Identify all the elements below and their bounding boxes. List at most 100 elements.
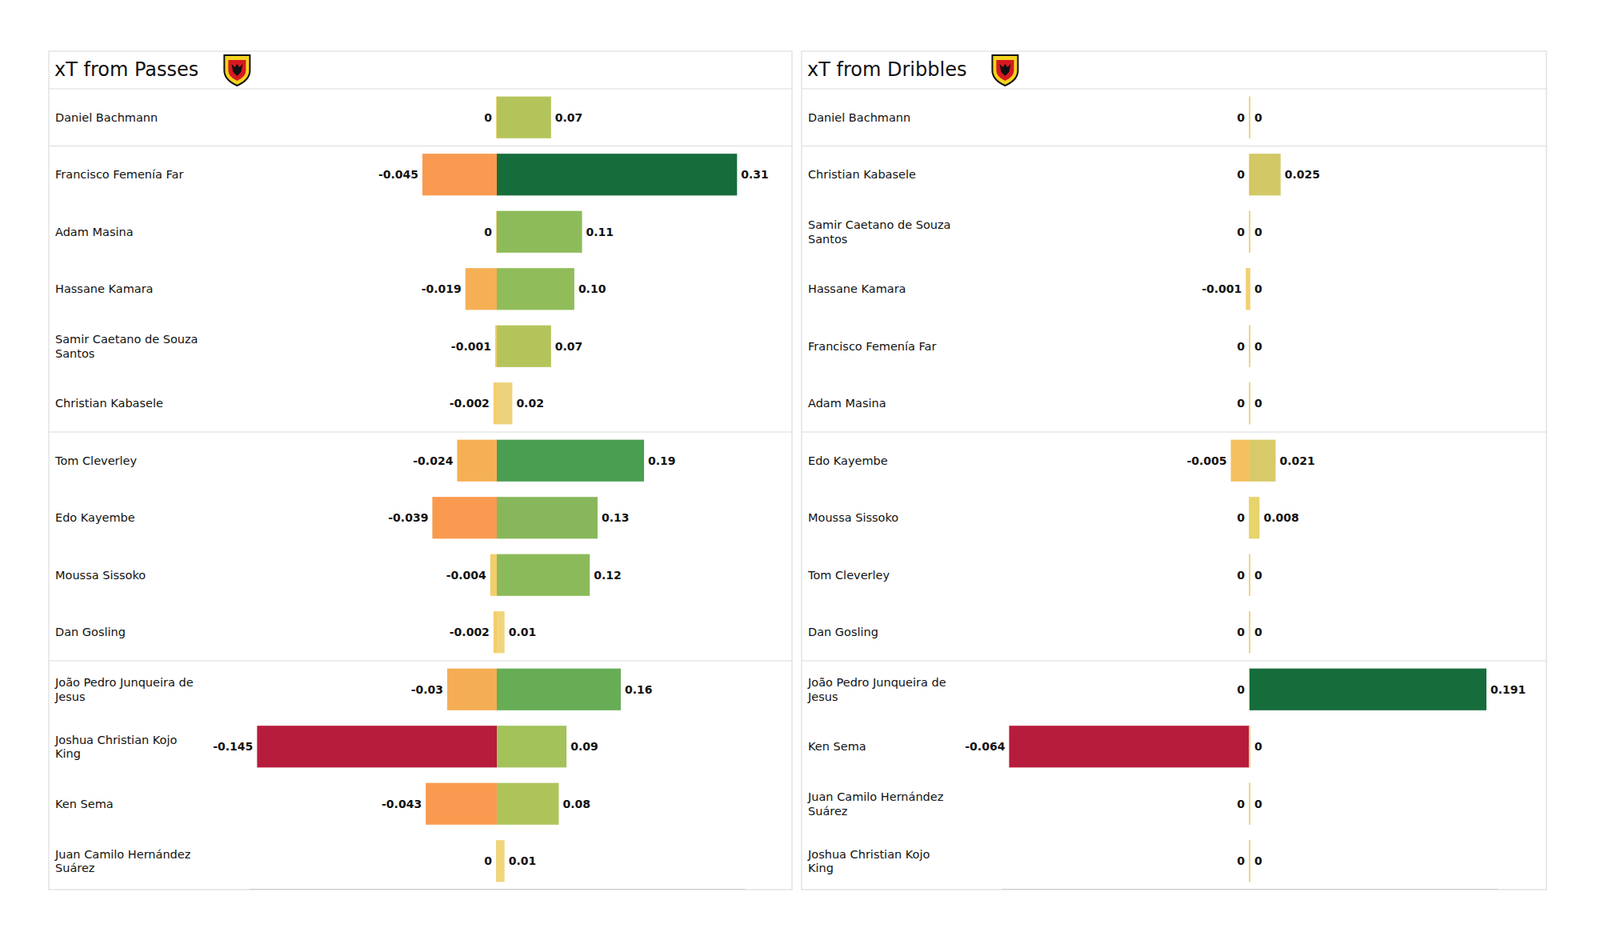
data-labels: 0-0.0450-0.019-0.001-0.002-0.024-0.039-0… bbox=[212, 111, 769, 868]
category-label: Moussa Sissoko bbox=[55, 568, 146, 582]
bar bbox=[496, 496, 598, 539]
data-label: 0 bbox=[1236, 168, 1245, 181]
bar bbox=[496, 611, 505, 653]
bar bbox=[1248, 96, 1251, 139]
data-label: 0.07 bbox=[555, 111, 584, 124]
bar bbox=[1245, 268, 1250, 310]
bar bbox=[422, 153, 497, 196]
bar bbox=[1249, 496, 1260, 539]
panel: xT from Passes0-0.0450-0.019-0.001-0.002… bbox=[48, 51, 792, 890]
category-label-line: Francisco Femenía Far bbox=[55, 168, 184, 181]
header-rule bbox=[801, 88, 1547, 89]
bar bbox=[496, 153, 737, 196]
data-label: 0 bbox=[484, 854, 492, 868]
category-label: Samir Caetano de SouzaSantos bbox=[808, 218, 951, 246]
category-label-line: Dan Gosling bbox=[808, 625, 879, 639]
data-label: 0 bbox=[1236, 340, 1245, 353]
category-label: Dan Gosling bbox=[808, 625, 879, 639]
category-label: Ken Sema bbox=[808, 740, 867, 753]
data-label: -0.064 bbox=[964, 740, 1005, 753]
group-separator bbox=[801, 660, 1547, 661]
x-axis-line bbox=[1002, 888, 1499, 890]
bars bbox=[256, 96, 737, 883]
bar bbox=[1248, 554, 1251, 596]
data-label: 0.09 bbox=[570, 740, 599, 753]
bar bbox=[496, 725, 567, 768]
logo-shield bbox=[992, 55, 1018, 86]
data-label: 0.025 bbox=[1284, 168, 1320, 181]
bar bbox=[447, 668, 497, 711]
data-label: 0 bbox=[1254, 740, 1263, 753]
category-label: Francisco Femenía Far bbox=[808, 340, 936, 353]
category-label: João Pedro Junqueira deJesus bbox=[807, 676, 947, 704]
category-label-line: Edo Kayembe bbox=[55, 511, 136, 524]
category-label: Dan Gosling bbox=[55, 625, 126, 639]
category-label-line: Samir Caetano de Souza bbox=[55, 332, 198, 346]
category-label-line: Samir Caetano de Souza bbox=[808, 218, 951, 232]
bar bbox=[1248, 840, 1251, 882]
data-label: 0 bbox=[1254, 854, 1263, 868]
group-separator bbox=[48, 660, 792, 661]
x-axis-line bbox=[249, 888, 746, 890]
category-label-line: Daniel Bachmann bbox=[55, 111, 158, 124]
bar bbox=[1248, 554, 1251, 596]
data-label: 0.13 bbox=[601, 511, 630, 524]
category-label-line: Adam Masina bbox=[55, 225, 134, 239]
category-label-line: Jesus bbox=[807, 690, 839, 704]
bar bbox=[425, 783, 497, 825]
bar bbox=[496, 325, 552, 368]
data-label: 0 bbox=[1254, 225, 1263, 239]
category-label: Hassane Kamara bbox=[808, 282, 907, 296]
data-label: 0 bbox=[1236, 797, 1245, 811]
data-label: 0 bbox=[1236, 225, 1245, 239]
category-label-line: Francisco Femenía Far bbox=[808, 340, 936, 353]
bar bbox=[490, 554, 497, 596]
bar bbox=[493, 611, 497, 653]
category-label-line: João Pedro Junqueira de bbox=[807, 676, 947, 689]
bar bbox=[1249, 153, 1281, 196]
data-label: 0.31 bbox=[740, 168, 769, 181]
data-label: 0 bbox=[1236, 511, 1245, 524]
data-label: 0.10 bbox=[578, 282, 607, 296]
logo-moose bbox=[999, 64, 1011, 76]
data-label: 0.191 bbox=[1490, 683, 1526, 696]
category-label: Moussa Sissoko bbox=[808, 511, 899, 524]
data-label: -0.145 bbox=[212, 740, 253, 753]
data-labels: 000-0.00100-0.0050000-0.0640000.02500000… bbox=[964, 111, 1526, 868]
panel: xT from Dribbles000-0.00100-0.0050000-0.… bbox=[801, 51, 1547, 890]
data-label: 0 bbox=[1236, 111, 1245, 124]
logo-inner bbox=[996, 60, 1014, 81]
data-label: 0.12 bbox=[593, 568, 622, 582]
data-label: -0.043 bbox=[381, 797, 422, 811]
data-label: 0 bbox=[1236, 568, 1245, 582]
bar bbox=[1248, 611, 1251, 653]
category-label: Daniel Bachmann bbox=[808, 111, 911, 124]
data-label: 0 bbox=[1254, 111, 1263, 124]
bar bbox=[1248, 611, 1251, 653]
x-axis bbox=[249, 888, 746, 890]
category-label: Francisco Femenía Far bbox=[55, 168, 184, 181]
panel-frame bbox=[801, 51, 1547, 890]
bar bbox=[496, 840, 505, 882]
category-label: Juan Camilo HernándezSuárez bbox=[54, 848, 191, 876]
category-label: Adam Masina bbox=[808, 396, 887, 410]
bar bbox=[1248, 382, 1251, 424]
x-axis bbox=[1002, 888, 1499, 890]
chart-title: xT from Dribbles bbox=[807, 58, 967, 81]
data-label: 0 bbox=[1254, 625, 1263, 639]
canvas: xT from Passes0-0.0450-0.019-0.001-0.002… bbox=[0, 0, 1600, 940]
panel-frame bbox=[48, 51, 792, 890]
data-label: -0.001 bbox=[451, 340, 492, 353]
bar bbox=[496, 440, 644, 482]
category-label-line: Santos bbox=[55, 347, 95, 360]
data-label: 0.07 bbox=[555, 340, 584, 353]
category-label-line: Dan Gosling bbox=[55, 625, 126, 639]
data-label: -0.004 bbox=[446, 568, 487, 582]
category-label-line: Tom Cleverley bbox=[54, 454, 137, 468]
data-label: 0 bbox=[1254, 340, 1263, 353]
group-separator bbox=[801, 145, 1547, 147]
data-label: 0.021 bbox=[1280, 454, 1316, 468]
bar bbox=[1248, 725, 1251, 768]
data-label: 0 bbox=[1236, 854, 1245, 868]
data-label: 0 bbox=[484, 225, 492, 239]
